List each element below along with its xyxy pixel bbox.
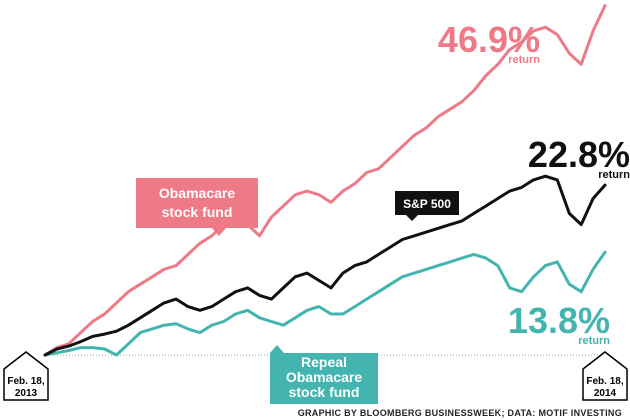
obamacare-tag-line2: stock fund xyxy=(162,204,233,220)
sp500-tag-label: S&P 500 xyxy=(403,197,451,211)
sp500-return-percent: 22.8% xyxy=(528,134,630,175)
obamacare-fund-line xyxy=(43,4,607,357)
repeal-return-word: return xyxy=(578,335,610,347)
start-date-line2: 2013 xyxy=(15,388,38,399)
end-date-line2: 2014 xyxy=(594,388,617,399)
obamacare-return-label: 46.9% return xyxy=(438,19,540,66)
end-date-marker: Feb. 18, 2014 xyxy=(582,351,628,401)
credit-line: GRAPHIC BY BLOOMBERG BUSINESSWEEK; DATA:… xyxy=(298,408,622,418)
sp500-return-word: return xyxy=(598,169,630,181)
repeal-tag-line1: Repeal xyxy=(301,354,347,370)
end-date-line1: Feb. 18, xyxy=(586,376,623,387)
repeal-fund-line xyxy=(43,250,607,357)
sp500-tag: S&P 500 xyxy=(395,191,459,221)
repeal-tag-line2: Obamacare xyxy=(286,369,362,385)
repeal-return-percent: 13.8% xyxy=(508,300,610,341)
start-date-marker: Feb. 18, 2013 xyxy=(3,351,49,401)
series-lines xyxy=(43,4,607,357)
start-date-line1: Feb. 18, xyxy=(7,376,44,387)
obamacare-return-percent: 46.9% xyxy=(438,19,540,60)
repeal-tag-line3: stock fund xyxy=(289,384,360,400)
sp500-line xyxy=(43,174,607,357)
obamacare-fund-tag: Obamacare stock fund xyxy=(136,178,258,236)
repeal-return-label: 13.8% return xyxy=(508,300,610,347)
obamacare-tag-line1: Obamacare xyxy=(159,185,235,201)
sp500-return-label: 22.8% return xyxy=(528,134,630,181)
obamacare-return-word: return xyxy=(508,54,540,66)
repeal-fund-tag: Repeal Obamacare stock fund xyxy=(270,345,378,404)
